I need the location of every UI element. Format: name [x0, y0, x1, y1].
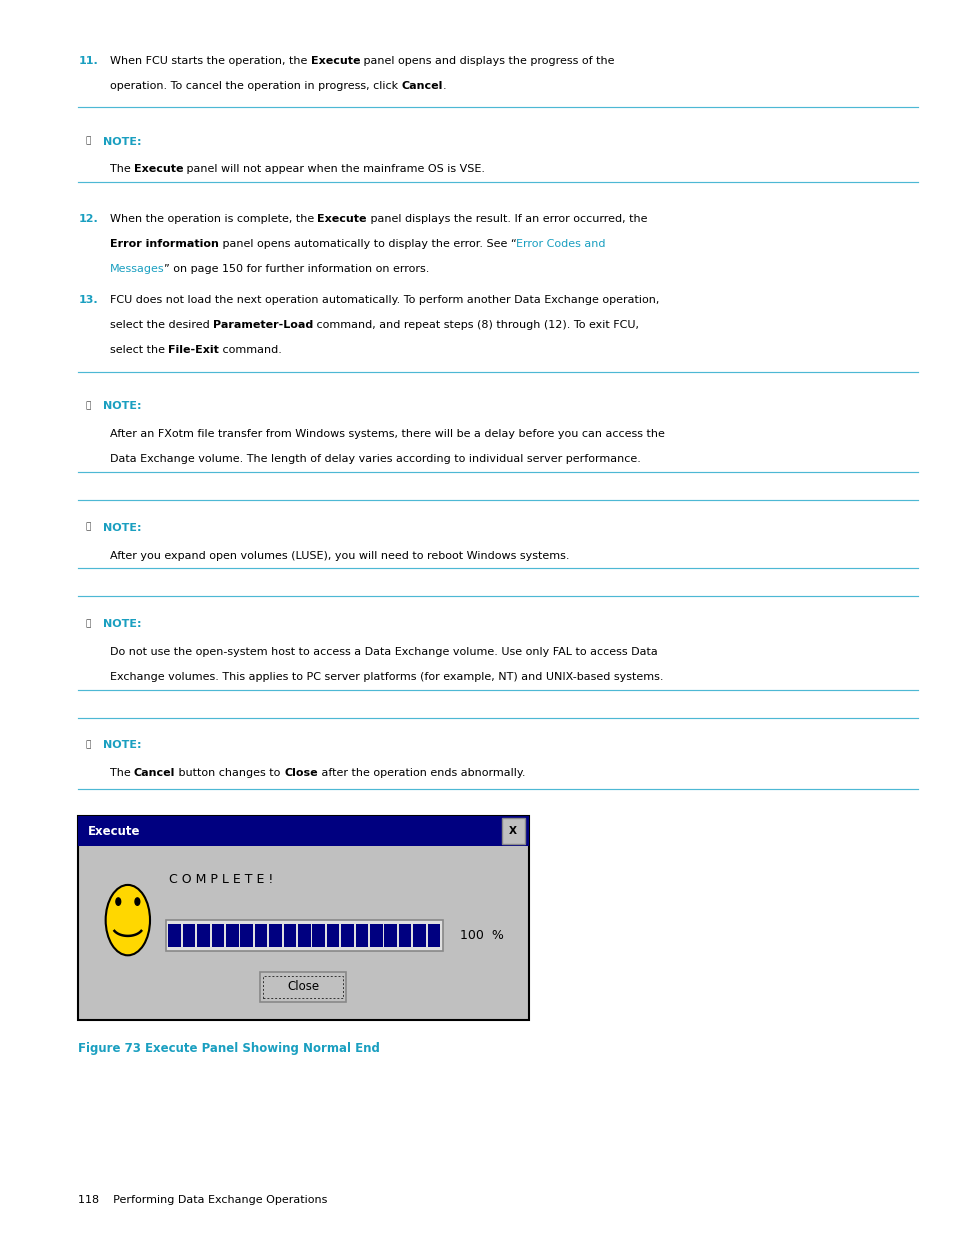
Text: button changes to: button changes to — [175, 768, 284, 778]
Bar — [312, 924, 325, 947]
Text: NOTE:: NOTE: — [103, 522, 141, 532]
Bar — [168, 924, 181, 947]
Text: Close: Close — [284, 768, 317, 778]
Bar — [341, 924, 354, 947]
Text: After an FXotm file transfer from Windows systems, there will be a delay before : After an FXotm file transfer from Window… — [110, 429, 664, 438]
Text: Close: Close — [287, 981, 319, 993]
Bar — [166, 920, 442, 951]
Bar — [413, 924, 425, 947]
Bar — [384, 924, 396, 947]
Text: Figure 73 Execute Panel Showing Normal End: Figure 73 Execute Panel Showing Normal E… — [78, 1042, 379, 1056]
Bar — [269, 924, 281, 947]
Text: Cancel: Cancel — [401, 82, 442, 91]
Text: panel will not appear when the mainframe OS is VSE.: panel will not appear when the mainframe… — [183, 164, 485, 174]
Text: Data Exchange volume. The length of delay varies according to individual server : Data Exchange volume. The length of dela… — [110, 454, 639, 464]
Text: ” on page 150 for further information on errors.: ” on page 150 for further information on… — [164, 264, 429, 274]
Text: select the desired: select the desired — [110, 320, 213, 330]
Text: 11.: 11. — [78, 56, 98, 65]
Text: FCU does not load the next operation automatically. To perform another Data Exch: FCU does not load the next operation aut… — [110, 295, 659, 305]
Bar — [427, 924, 439, 947]
Ellipse shape — [135, 898, 139, 905]
Bar — [283, 924, 296, 947]
Text: The: The — [110, 164, 133, 174]
Text: File-Exit: File-Exit — [168, 346, 219, 356]
Text: Execute: Execute — [133, 164, 183, 174]
Bar — [398, 924, 411, 947]
Text: X: X — [509, 826, 517, 836]
Bar — [263, 976, 343, 998]
Text: C O M P L E T E !: C O M P L E T E ! — [169, 873, 273, 887]
Text: operation. To cancel the operation in progress, click: operation. To cancel the operation in pr… — [110, 82, 401, 91]
Text: 118    Performing Data Exchange Operations: 118 Performing Data Exchange Operations — [78, 1195, 327, 1205]
Text: When the operation is complete, the: When the operation is complete, the — [110, 214, 317, 224]
Text: Execute: Execute — [311, 56, 359, 65]
Text: panel displays the result. If an error occurred, the: panel displays the result. If an error o… — [367, 214, 647, 224]
Text: Exchange volumes. This applies to PC server platforms (for example, NT) and UNIX: Exchange volumes. This applies to PC ser… — [110, 672, 662, 682]
Bar — [355, 924, 368, 947]
Bar — [370, 924, 382, 947]
Text: 100  %: 100 % — [459, 929, 503, 942]
Text: Messages: Messages — [110, 264, 164, 274]
Bar — [260, 972, 346, 1002]
Text: When FCU starts the operation, the: When FCU starts the operation, the — [110, 56, 311, 65]
Bar — [501, 819, 524, 845]
Bar — [226, 924, 238, 947]
Text: Do not use the open-system host to access a Data Exchange volume. Use only FAL t: Do not use the open-system host to acces… — [110, 647, 657, 657]
Bar — [254, 924, 267, 947]
Bar — [297, 924, 311, 947]
Text: After you expand open volumes (LUSE), you will need to reboot Windows systems.: After you expand open volumes (LUSE), yo… — [110, 551, 569, 561]
Ellipse shape — [116, 898, 121, 905]
Text: Cancel: Cancel — [133, 768, 175, 778]
Text: Execute: Execute — [317, 214, 367, 224]
Text: Parameter-Load: Parameter-Load — [213, 320, 313, 330]
Text: panel opens and displays the progress of the: panel opens and displays the progress of… — [359, 56, 614, 65]
Bar — [78, 816, 528, 846]
Text: The: The — [110, 768, 133, 778]
Text: Error Codes and: Error Codes and — [516, 240, 605, 249]
Text: select the: select the — [110, 346, 168, 356]
Text: Error information: Error information — [110, 240, 218, 249]
Text: 📋: 📋 — [86, 741, 91, 750]
Text: NOTE:: NOTE: — [103, 619, 141, 629]
Bar — [240, 924, 253, 947]
Bar — [183, 924, 195, 947]
Text: 📋: 📋 — [86, 401, 91, 410]
Bar — [327, 924, 339, 947]
Bar — [212, 924, 224, 947]
Ellipse shape — [106, 885, 150, 956]
Text: command.: command. — [219, 346, 282, 356]
Bar — [78, 816, 528, 1020]
Text: .: . — [442, 82, 446, 91]
Text: Execute: Execute — [88, 825, 140, 837]
Text: 📋: 📋 — [86, 619, 91, 627]
Text: 12.: 12. — [78, 214, 98, 224]
Text: NOTE:: NOTE: — [103, 137, 141, 147]
Bar — [197, 924, 210, 947]
Text: 📋: 📋 — [86, 137, 91, 146]
Text: command, and repeat steps (8) through (12). To exit FCU,: command, and repeat steps (8) through (1… — [313, 320, 639, 330]
Text: NOTE:: NOTE: — [103, 401, 141, 411]
Text: after the operation ends abnormally.: after the operation ends abnormally. — [317, 768, 525, 778]
Text: 📋: 📋 — [86, 522, 91, 532]
Text: NOTE:: NOTE: — [103, 741, 141, 751]
Text: 13.: 13. — [78, 295, 98, 305]
Text: panel opens automatically to display the error. See “: panel opens automatically to display the… — [218, 240, 516, 249]
